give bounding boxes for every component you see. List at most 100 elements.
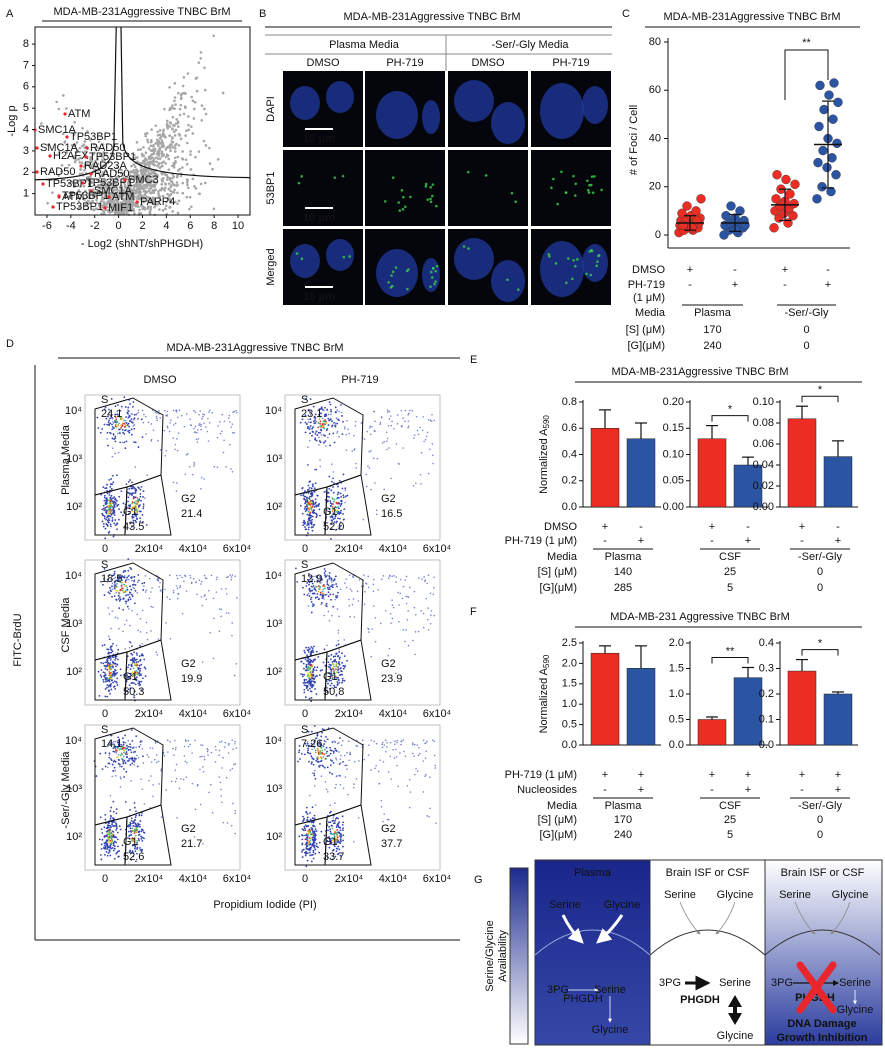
event (113, 685, 116, 688)
gate-value: 24.1 (101, 408, 122, 420)
event (152, 795, 154, 798)
event (170, 419, 172, 422)
event (112, 666, 114, 669)
event (118, 607, 121, 610)
focus (467, 247, 470, 250)
event (314, 751, 317, 754)
event (308, 794, 311, 797)
event (108, 837, 110, 840)
background-point (125, 211, 128, 215)
event (340, 495, 343, 498)
background-point (73, 183, 77, 186)
event (105, 487, 108, 489)
event (337, 639, 340, 642)
focus (585, 272, 588, 276)
event (129, 808, 131, 811)
event (109, 854, 112, 857)
event (169, 741, 171, 743)
event (307, 665, 310, 668)
event (336, 430, 339, 433)
event (103, 664, 106, 667)
background-point (170, 140, 174, 143)
event (370, 488, 372, 491)
background-point (116, 166, 119, 169)
event (310, 507, 312, 510)
event (314, 680, 316, 683)
event (135, 661, 138, 664)
event (128, 425, 131, 428)
gate-label: S (301, 559, 308, 571)
event (349, 588, 352, 590)
event (104, 835, 107, 838)
y-tick-label: 10⁴ (265, 405, 282, 417)
event (140, 680, 143, 683)
event (106, 854, 109, 857)
event (197, 438, 200, 440)
event (204, 594, 206, 596)
event (311, 757, 314, 759)
event (328, 475, 331, 478)
event (103, 643, 106, 646)
event (402, 739, 405, 741)
event (323, 614, 326, 617)
event (333, 665, 335, 668)
event (430, 614, 432, 616)
event (418, 577, 420, 579)
event (313, 844, 316, 847)
background-point (152, 151, 156, 155)
background-point (171, 104, 174, 107)
event (328, 577, 331, 580)
event (196, 784, 199, 787)
gene-point (123, 178, 127, 182)
event (136, 499, 139, 501)
event (360, 422, 363, 424)
background-point (91, 177, 95, 181)
x-tick-label: 10 (232, 220, 244, 232)
column-header: DMSO (472, 57, 505, 69)
event (219, 432, 222, 435)
panel-letter: C (622, 8, 630, 20)
event (110, 494, 113, 497)
event (173, 754, 175, 756)
event (108, 833, 111, 836)
event (336, 409, 339, 411)
event (175, 585, 178, 587)
focus (406, 287, 409, 291)
event (427, 618, 429, 621)
event (422, 626, 425, 629)
event (220, 795, 223, 797)
event (149, 747, 152, 749)
event (125, 619, 128, 622)
event (133, 763, 135, 766)
event (387, 425, 390, 427)
gene-point (65, 135, 69, 139)
focus (397, 201, 401, 204)
background-point (142, 167, 145, 171)
background-point (83, 165, 86, 169)
event (175, 409, 178, 412)
event (387, 409, 389, 412)
event (405, 629, 407, 631)
focus (390, 274, 393, 277)
event (135, 814, 137, 817)
event (307, 847, 309, 850)
background-point (168, 176, 172, 180)
event (303, 688, 306, 691)
event (185, 453, 188, 456)
event (318, 440, 321, 442)
event (108, 674, 111, 677)
event (143, 413, 145, 416)
event (124, 747, 127, 749)
event (314, 433, 317, 435)
event (114, 497, 117, 500)
gene-point (84, 155, 88, 159)
event (111, 847, 114, 849)
event (315, 585, 317, 588)
event (404, 409, 407, 412)
event (398, 604, 400, 606)
event (109, 500, 112, 503)
event (313, 785, 316, 787)
event (337, 831, 340, 834)
background-point (216, 158, 220, 161)
event (306, 667, 309, 670)
